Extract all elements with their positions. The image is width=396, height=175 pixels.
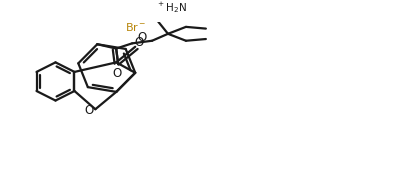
Text: O: O bbox=[84, 104, 93, 117]
Text: O: O bbox=[134, 36, 143, 49]
Text: Br$^-$: Br$^-$ bbox=[126, 21, 147, 33]
Text: $^+$H$_2$N: $^+$H$_2$N bbox=[156, 0, 187, 15]
Text: O: O bbox=[112, 67, 122, 80]
Text: O: O bbox=[137, 31, 147, 44]
